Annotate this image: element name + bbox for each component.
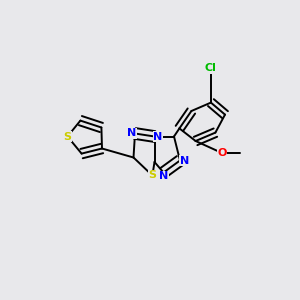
Text: Cl: Cl: [205, 63, 217, 73]
Text: N: N: [154, 131, 163, 142]
Text: O: O: [217, 148, 227, 158]
Text: N: N: [180, 155, 189, 166]
Text: N: N: [127, 128, 136, 139]
Text: S: S: [148, 170, 156, 181]
Text: N: N: [159, 171, 168, 181]
Text: S: S: [64, 131, 71, 142]
